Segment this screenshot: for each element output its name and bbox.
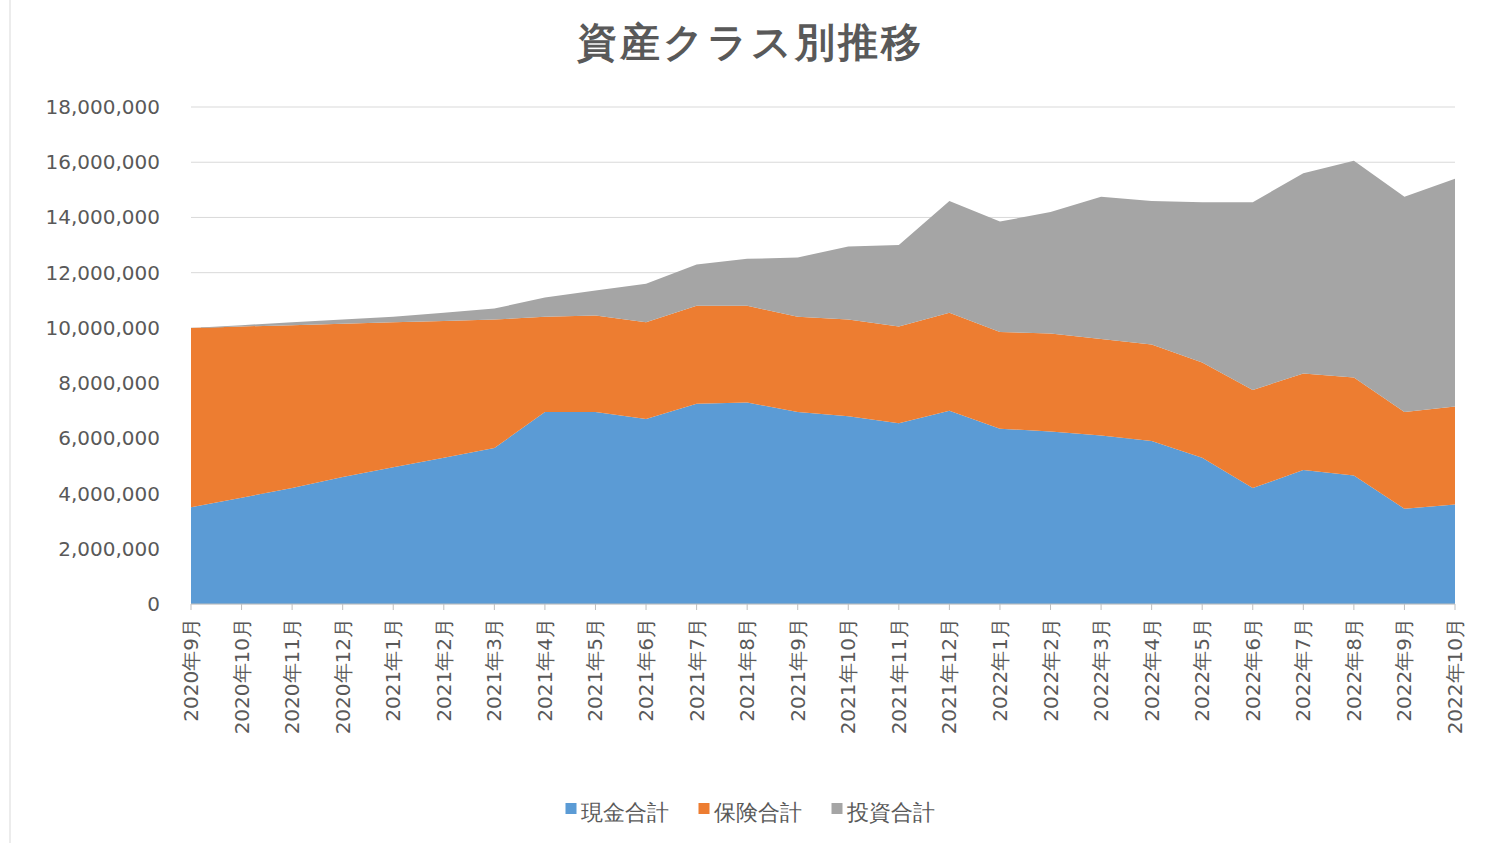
x-tick-label: 2020年10月 (230, 618, 254, 734)
y-tick-label: 2,000,000 (58, 537, 160, 561)
x-tick (595, 604, 596, 610)
x-tick-label: 2021年3月 (482, 618, 506, 722)
x-tick (898, 604, 899, 610)
x-tick (1151, 604, 1152, 610)
y-tick-label: 4,000,000 (58, 482, 160, 506)
x-tick (848, 604, 849, 610)
x-tick-label: 2021年5月 (583, 618, 607, 722)
x-tick-label: 2022年6月 (1241, 618, 1265, 722)
areas (191, 161, 1455, 604)
x-tick-label: 2021年11月 (887, 618, 911, 734)
x-tick-label: 2021年8月 (735, 618, 759, 722)
x-tick (1202, 604, 1203, 610)
y-tick-label: 16,000,000 (45, 150, 160, 174)
x-tick (1252, 604, 1253, 610)
grid-line (191, 107, 1455, 108)
x-tick-label: 2022年4月 (1140, 618, 1164, 722)
x-tick-label: 2021年4月 (533, 618, 557, 722)
y-tick-label: 14,000,000 (45, 205, 160, 229)
legend-label: 保険合計 (714, 800, 802, 825)
x-tick (797, 604, 798, 610)
x-tick-label: 2021年10月 (836, 618, 860, 734)
x-tick (646, 604, 647, 610)
x-tick (999, 604, 1000, 610)
x-tick (1050, 604, 1051, 610)
x-tick (241, 604, 242, 610)
legend-swatch (699, 803, 710, 814)
y-tick-label: 18,000,000 (45, 95, 160, 119)
y-tick-label: 12,000,000 (45, 261, 160, 285)
y-tick-label: 10,000,000 (45, 316, 160, 340)
legend-label: 投資合計 (846, 800, 935, 825)
x-tick (696, 604, 697, 610)
y-tick-label: 0 (147, 592, 160, 616)
grid-line (191, 162, 1455, 163)
x-tick-label: 2022年1月 (988, 618, 1012, 722)
x-tick (191, 604, 192, 610)
x-tick (544, 604, 545, 610)
title: 資産クラス別推移 (577, 19, 924, 65)
x-tick (393, 604, 394, 610)
x-tick-label: 2022年7月 (1291, 618, 1315, 722)
grid (191, 107, 1455, 604)
x-tick (1101, 604, 1102, 610)
x-tick-label: 2022年5月 (1190, 618, 1214, 722)
y-tick-label: 6,000,000 (58, 426, 160, 450)
x-tick (1353, 604, 1354, 610)
x-tick (1303, 604, 1304, 610)
legend: 現金合計 保険合計 投資合計 (566, 800, 935, 825)
x-tick (1404, 604, 1405, 610)
x-tick (443, 604, 444, 610)
area (191, 161, 1455, 412)
x-tick (342, 604, 343, 610)
x-tick-label: 2022年10月 (1443, 618, 1467, 734)
x-tick (494, 604, 495, 610)
x-tick-label: 2020年11月 (280, 618, 304, 734)
background (0, 0, 1500, 843)
grid-line (191, 604, 1455, 605)
x-tick (747, 604, 748, 610)
chart: 資産クラス別推移 0 2,000,000 4,000,000 6,000,000 8,00… (0, 0, 1500, 843)
frame-edge (10, 0, 11, 843)
x-tick-label: 2021年12月 (937, 618, 961, 734)
x-tick (949, 604, 950, 610)
legend-label: 現金合計 (581, 800, 669, 825)
x-tick-label: 2020年9月 (179, 618, 203, 722)
x-tick-label: 2021年1月 (381, 618, 405, 722)
legend-swatch (566, 803, 577, 814)
x-tick-label: 2021年2月 (432, 618, 456, 722)
legend-swatch (832, 803, 843, 814)
x-tick-label: 2021年9月 (786, 618, 810, 722)
y-tick-label: 8,000,000 (58, 371, 160, 395)
x-tick-label: 2022年3月 (1089, 618, 1113, 722)
x-tick-label: 2020年12月 (331, 618, 355, 734)
x-tick-label: 2021年7月 (685, 618, 709, 722)
x-tick (292, 604, 293, 610)
x-axis (191, 604, 1455, 605)
x-tick-label: 2022年9月 (1392, 618, 1416, 722)
x-tick (1455, 604, 1456, 610)
x-tick-label: 2021年6月 (634, 618, 658, 722)
x-tick-label: 2022年2月 (1039, 618, 1063, 722)
x-tick-label: 2022年8月 (1342, 618, 1366, 722)
